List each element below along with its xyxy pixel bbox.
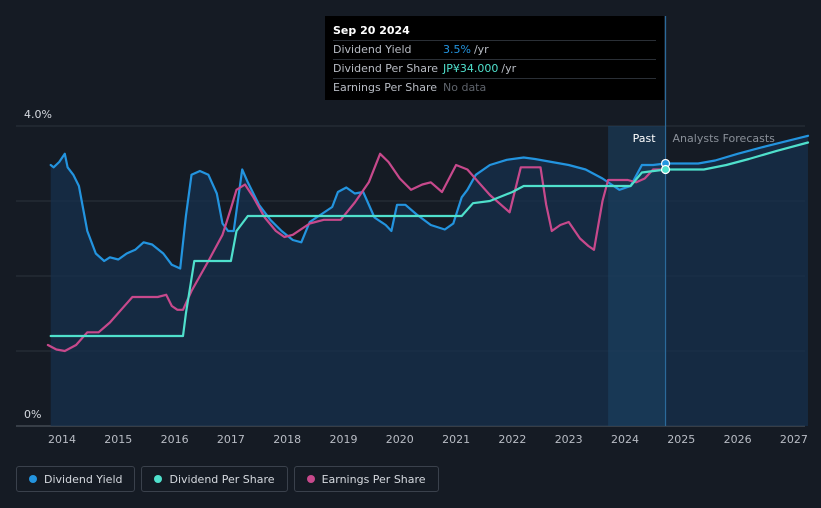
legend: Dividend Yield Dividend Per Share Earnin…: [16, 466, 439, 492]
x-tick-label: 2027: [780, 433, 808, 446]
past-label: Past: [633, 132, 657, 145]
x-tick-label: 2026: [724, 433, 752, 446]
x-tick-label: 2022: [498, 433, 526, 446]
x-tick-label: 2018: [273, 433, 301, 446]
tooltip-value: JP¥34.000: [443, 62, 499, 75]
y-axis-bottom-label: 0%: [24, 408, 41, 421]
tooltip-unit: /yr: [473, 43, 489, 56]
dividend-yield-area: [50, 135, 808, 426]
tooltip-label: Dividend Per Share: [333, 62, 439, 75]
tooltip-row-earnings-per-share: Earnings Per Share No data: [333, 79, 656, 97]
legend-label: Earnings Per Share: [321, 472, 426, 486]
x-tick-label: 2020: [386, 433, 414, 446]
dividend-per-share-marker: [660, 164, 671, 175]
x-tick-label: 2025: [667, 433, 695, 446]
legend-label: Dividend Yield: [44, 472, 123, 486]
x-tick-label: 2017: [217, 433, 245, 446]
tooltip-row-dividend-yield: Dividend Yield 3.5% /yr: [333, 41, 656, 60]
legend-dot-icon: [306, 475, 315, 483]
legend-dot-icon: [154, 475, 163, 483]
tooltip-date: Sep 20 2024: [333, 22, 656, 41]
x-tick-label: 2014: [48, 433, 76, 446]
x-tick-label: 2023: [555, 433, 583, 446]
dividend-yield-line: [49, 134, 810, 270]
tooltip-value: No data: [443, 81, 487, 94]
tooltip-row-dividend-per-share: Dividend Per Share JP¥34.000 /yr: [333, 60, 656, 79]
tooltip-value: 3.5%: [443, 43, 471, 56]
x-tick-label: 2019: [330, 433, 358, 446]
x-tick-label: 2024: [611, 433, 639, 446]
x-tick-label: 2015: [104, 433, 132, 446]
x-tick-label: 2021: [442, 433, 470, 446]
legend-item-dividend-per-share[interactable]: Dividend Per Share: [141, 466, 288, 492]
dividend-per-share-line: [49, 141, 810, 338]
legend-dot-icon: [29, 475, 37, 483]
legend-item-dividend-yield[interactable]: Dividend Yield: [16, 466, 136, 492]
tooltip-unit: /yr: [501, 62, 517, 75]
y-axis-top-label: 4.0%: [24, 108, 52, 121]
forecast-label: Analysts Forecasts: [673, 132, 776, 145]
x-tick-label: 2016: [161, 433, 189, 446]
tooltip-label: Dividend Yield: [333, 43, 412, 56]
tooltip: Sep 20 2024 Dividend Yield 3.5% /yr Divi…: [325, 16, 664, 100]
legend-label: Dividend Per Share: [169, 472, 275, 486]
legend-item-earnings-per-share[interactable]: Earnings Per Share: [293, 466, 439, 492]
earnings-per-share-line: [46, 152, 667, 353]
tooltip-label: Earnings Per Share: [333, 81, 438, 94]
